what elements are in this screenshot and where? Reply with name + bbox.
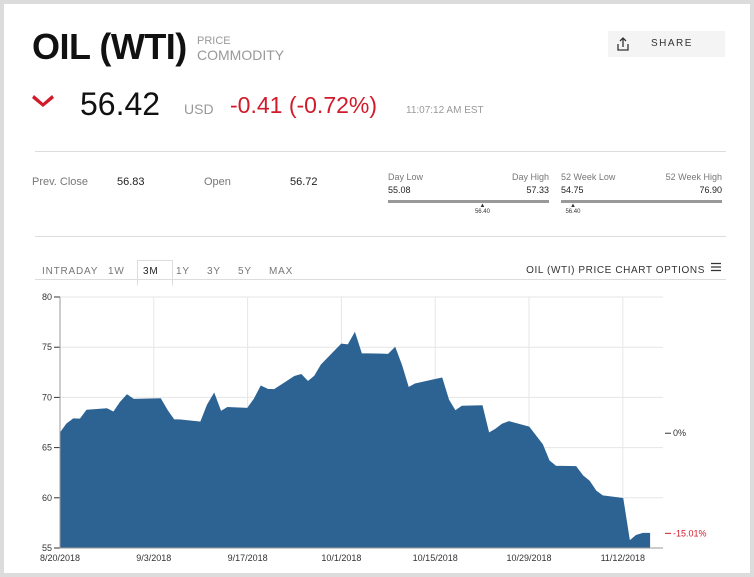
separator	[35, 279, 726, 280]
tab[interactable]: 3M	[143, 266, 159, 277]
tab[interactable]: 3Y	[207, 266, 221, 277]
range-marker: ▲ 56.40	[474, 203, 490, 215]
change: -0.41 (-0.72%)	[230, 92, 378, 118]
selected-tab	[137, 260, 173, 286]
title: OIL (WTI)	[32, 26, 187, 67]
y-tick-label: 65	[42, 443, 52, 453]
tab[interactable]: 1Y	[176, 266, 190, 277]
y-tick-label: 55	[42, 543, 52, 553]
range-bar	[561, 200, 722, 203]
price-area	[59, 331, 651, 549]
price: 56.42	[80, 86, 161, 122]
x-tick-label: 10/29/2018	[506, 553, 551, 563]
range-current: 56.40	[474, 209, 490, 215]
range-label: Day High	[511, 172, 549, 182]
x-tick-label: 8/20/2018	[40, 553, 80, 563]
stat-value: 56.83	[117, 176, 145, 188]
range-value: 55.08	[388, 185, 411, 195]
range-label: Day Low	[388, 172, 424, 182]
y-tick-label: 60	[42, 493, 52, 503]
range-label: 52 Week High	[665, 172, 722, 182]
subtitle: PRICE	[197, 35, 231, 47]
range-label: 52 Week Low	[561, 172, 616, 182]
tab[interactable]: MAX	[269, 266, 294, 277]
stat-label: Open	[204, 176, 231, 188]
range-value: 57.33	[526, 185, 549, 195]
x-tick-label: 10/15/2018	[413, 553, 458, 563]
range-marker: ▲ 56.40	[565, 203, 581, 215]
chart: 55 60 65 70 75 80 8/20/2018 9/3/2018 9/17/2018 10…	[40, 292, 707, 563]
range-value: 54.75	[561, 185, 584, 195]
separator	[35, 236, 726, 237]
x-tick-label: 11/12/2018	[601, 553, 645, 563]
tab[interactable]: 5Y	[238, 266, 252, 277]
x-tick-label: 9/3/2018	[136, 553, 171, 563]
y-tick-label: 80	[42, 292, 52, 302]
y-tick-label: 70	[42, 392, 52, 402]
separator	[35, 151, 726, 152]
time: 11:07:12 AM EST	[406, 105, 484, 116]
share-icon	[617, 37, 629, 51]
chart-options-label: OIL (WTI) PRICE CHART OPTIONS	[526, 265, 705, 276]
stat-value: 56.72	[290, 176, 318, 188]
x-tick-label: 9/17/2018	[228, 553, 268, 563]
down-arrow	[32, 95, 54, 107]
stat-label: Prev. Close	[32, 176, 89, 188]
currency: USD	[184, 101, 214, 117]
range-value: 76.90	[699, 185, 722, 195]
x-tick-label: 10/1/2018	[321, 553, 361, 563]
share-label: SHARE	[651, 38, 693, 49]
y-tick-label: 75	[42, 342, 52, 352]
subtitle: COMMODITY	[197, 47, 285, 63]
tab[interactable]: INTRADAY	[42, 266, 99, 277]
range-current: 56.40	[565, 209, 581, 215]
chart-options[interactable]: OIL (WTI) PRICE CHART OPTIONS	[526, 265, 705, 276]
share-button[interactable]: SHARE	[608, 31, 725, 57]
annotation: -15.01%	[673, 528, 707, 538]
annotation: 0%	[673, 428, 686, 438]
menu-icon[interactable]	[710, 262, 722, 272]
tab[interactable]: 1W	[108, 266, 125, 277]
range-bar	[388, 200, 549, 203]
